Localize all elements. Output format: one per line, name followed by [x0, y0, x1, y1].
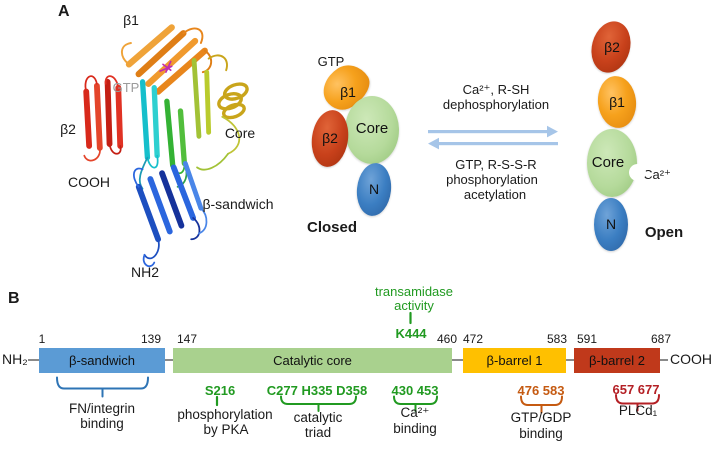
domain-bar-beta-barrel2: β-barrel 2	[574, 348, 660, 373]
ribbon-label-cooh: COOH	[68, 174, 110, 190]
closed-gtp-label: GTP	[317, 54, 345, 69]
open-beta1-label: β1	[609, 94, 625, 110]
ribbon-label-beta1: β1	[123, 12, 139, 28]
closed-core-domain	[345, 96, 399, 164]
reverse-arrowhead-icon	[428, 137, 439, 150]
reverse-arrow	[439, 142, 558, 146]
ca-binding-bracket	[393, 395, 438, 412]
c-terminus-label: COOH	[670, 351, 712, 367]
domain-bar-beta-barrel1: β-barrel 1	[463, 348, 566, 373]
panel-b-label: B	[8, 290, 20, 307]
ribbon-label-gtp: GTP	[112, 80, 140, 95]
n-terminus-label: NH₂	[2, 351, 28, 367]
closed-core-label: Core	[355, 120, 389, 137]
domain-bar-beta-barrel2-label: β-barrel 2	[589, 353, 645, 368]
open-beta2-label: β2	[604, 39, 620, 55]
catalytic-triad-label-line2: triad	[304, 425, 332, 440]
reverse-reaction-line2: phosphorylation	[446, 172, 538, 187]
ribbon-beta1-barrel	[120, 24, 213, 95]
domain3-end-number: 583	[546, 332, 568, 346]
domain4-start-number: 591	[576, 332, 598, 346]
domain-bar-beta-sandwich: β-sandwich	[39, 348, 165, 373]
domain2-end-number: 460	[436, 332, 458, 346]
domain2-start-number: 147	[176, 332, 198, 346]
residues-catalytic-triad: C277 H335 D358	[266, 383, 368, 398]
panel-a-label: A	[58, 3, 70, 20]
closed-caption: Closed	[306, 219, 358, 236]
residues-plcd1: 657 677	[612, 382, 660, 397]
domain3-start-number: 472	[462, 332, 484, 346]
gtp-ligand-sticks	[159, 60, 173, 73]
transamidase-activity-line2: activity	[394, 298, 434, 313]
ribbon-label-core: Core	[224, 125, 256, 141]
domain1-end-number: 139	[140, 332, 162, 346]
forward-reaction-line1: Ca²⁺, R-SH	[462, 82, 530, 97]
ribbon-beta2-sheet	[83, 75, 124, 162]
residue-k444: K444	[395, 326, 427, 341]
fn-integrin-label-line2: binding	[80, 416, 124, 431]
open-core-label: Core	[591, 154, 625, 171]
ribbon-core-strands	[138, 79, 188, 190]
fn-integrin-bracket	[56, 376, 149, 398]
reverse-reaction-line1: GTP, R-S-S-R	[455, 157, 537, 172]
ribbon-beta-sandwich	[133, 161, 208, 267]
residue-s216: S216	[204, 383, 236, 398]
domain1-start-number: 1	[38, 332, 46, 346]
ca-binding-label-line1: Ca²⁺	[400, 405, 430, 420]
ribbon-label-beta-sandwich: β-sandwich	[202, 196, 274, 212]
transamidase-activity-line1: transamidase	[374, 284, 454, 299]
protein-ribbon-structure	[83, 24, 249, 267]
reverse-reaction-line3: acetylation	[463, 187, 527, 202]
plcd1-bracket	[615, 394, 660, 412]
open-caption: Open	[644, 224, 684, 241]
forward-reaction-line2: dephosphorylation	[442, 97, 550, 112]
domain-bar-beta-barrel1-label: β-barrel 1	[486, 353, 543, 368]
residues-ca-binding: 430 453	[391, 383, 439, 398]
domain-bar-catalytic-core-label: Catalytic core	[273, 353, 352, 368]
pka-label-line2: by PKA	[203, 422, 249, 437]
fn-integrin-label-line1: FN/integrin	[68, 401, 136, 416]
annotation-brackets	[56, 311, 660, 414]
open-core-domain	[587, 129, 637, 197]
open-core-ca-notch	[629, 164, 646, 181]
gtp-gdp-binding-bracket	[520, 395, 563, 414]
forward-arrowhead-icon	[547, 125, 558, 138]
residues-gtp-gdp-binding: 476 583	[517, 383, 565, 398]
closed-beta2-label: β2	[322, 130, 338, 146]
forward-arrow	[428, 130, 547, 134]
gtp-gdp-binding-label-line2: binding	[519, 426, 563, 441]
gtp-gdp-binding-label-line1: GTP/GDP	[510, 410, 572, 425]
ca-binding-label-line2: binding	[393, 421, 437, 436]
closed-beta1-label: β1	[340, 84, 356, 100]
ribbon-label-nh2: NH2	[130, 264, 160, 280]
ribbon-label-beta2: β2	[60, 121, 76, 137]
plcd1-label: PLCd₁	[618, 403, 658, 418]
open-n-label: N	[605, 216, 617, 232]
catalytic-triad-bracket	[280, 395, 357, 412]
domain-bar-catalytic-core: Catalytic core	[173, 348, 452, 373]
ribbon-core-helix	[191, 54, 249, 171]
equilibrium-arrows	[428, 125, 558, 150]
pka-label-line1: phosphorylation	[177, 407, 273, 422]
domain4-end-number: 687	[650, 332, 672, 346]
catalytic-triad-label-line1: catalytic	[293, 410, 343, 425]
open-n-domain	[594, 198, 628, 251]
open-ca-label: Ca²⁺	[643, 167, 671, 182]
domain-bar-beta-sandwich-label: β-sandwich	[68, 353, 135, 368]
closed-n-label: N	[368, 181, 380, 197]
